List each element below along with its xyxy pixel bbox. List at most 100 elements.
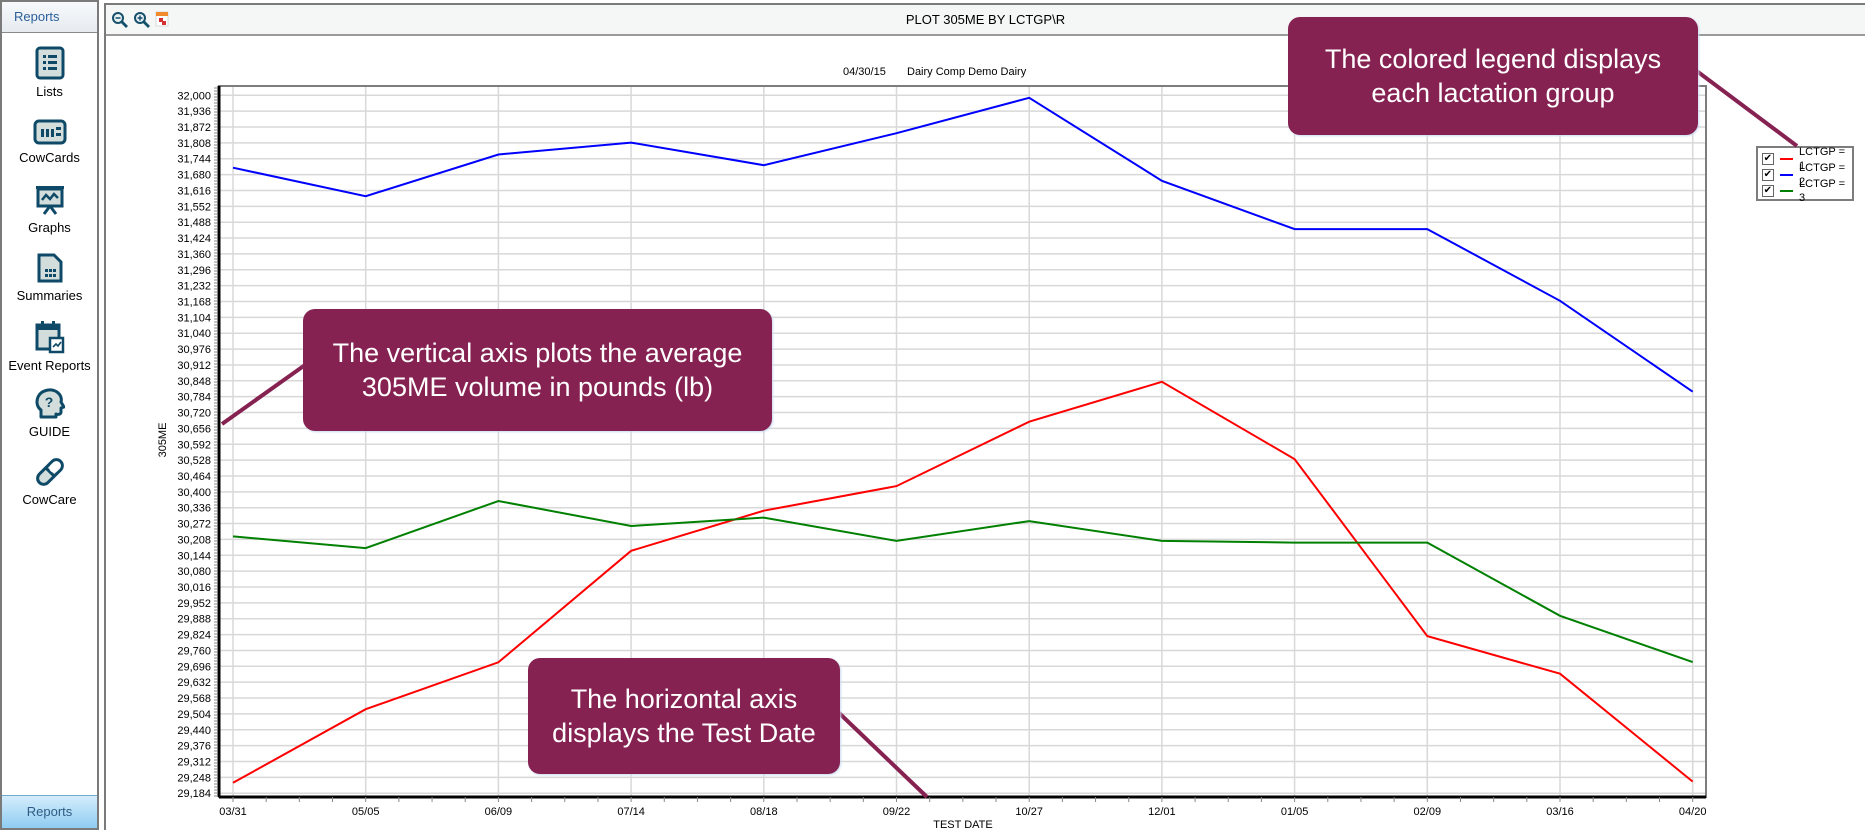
svg-text:06/09: 06/09 — [485, 806, 513, 818]
checkbox-checked-icon[interactable]: ✔ — [1762, 153, 1774, 165]
svg-text:30,080: 30,080 — [177, 566, 211, 578]
svg-text:32,000: 32,000 — [177, 90, 211, 102]
export-report-button[interactable] — [155, 11, 173, 29]
sidebar-item-label: Event Reports — [8, 358, 91, 373]
calendar-report-icon — [2, 320, 97, 354]
svg-text:30,528: 30,528 — [177, 455, 211, 467]
svg-text:30,656: 30,656 — [177, 423, 211, 435]
svg-text:31,424: 31,424 — [177, 233, 211, 245]
svg-text:31,296: 31,296 — [177, 265, 211, 277]
zoom-in-button[interactable] — [133, 11, 151, 29]
zoom-out-icon — [112, 12, 128, 28]
callout-text: The horizontal axis displays the Test Da… — [552, 684, 816, 748]
svg-text:30,016: 30,016 — [177, 582, 211, 594]
svg-text:31,488: 31,488 — [177, 217, 211, 229]
svg-text:08/18: 08/18 — [750, 806, 778, 818]
legend-item-lctgp-3[interactable]: ✔ LCTGP = 3 — [1762, 178, 1852, 204]
svg-text:29,568: 29,568 — [177, 693, 211, 705]
svg-text:30,272: 30,272 — [177, 519, 211, 531]
sidebar-item-event-reports[interactable]: Event Reports — [2, 320, 97, 373]
legend-item-lctgp-1[interactable]: ✔ LCTGP = 1 — [1762, 146, 1852, 172]
sidebar-item-cowcare[interactable]: CowCare — [2, 456, 97, 507]
svg-text:02/09: 02/09 — [1414, 806, 1442, 818]
svg-text:?: ? — [44, 394, 53, 410]
zoom-in-icon — [134, 12, 150, 28]
sidebar-item-label: CowCare — [22, 492, 77, 507]
sidebar-item-guide[interactable]: ? GUIDE — [2, 388, 97, 439]
svg-text:29,632: 29,632 — [177, 677, 211, 689]
sidebar-item-label: Lists — [36, 84, 63, 99]
svg-text:29,440: 29,440 — [177, 725, 211, 737]
svg-text:30,912: 30,912 — [177, 360, 211, 372]
chart-herd-name: Dairy Comp Demo Dairy — [907, 66, 1027, 78]
svg-text:30,144: 30,144 — [177, 550, 211, 562]
legend-swatch — [1779, 174, 1794, 176]
svg-text:30,592: 30,592 — [177, 439, 211, 451]
svg-text:31,168: 31,168 — [177, 296, 211, 308]
export-report-icon — [155, 11, 169, 27]
svg-text:03/31: 03/31 — [219, 806, 247, 818]
reports-sidebar: Reports Lists CowCards Graphs Summaries … — [0, 0, 99, 830]
checkbox-checked-icon[interactable]: ✔ — [1762, 185, 1774, 197]
svg-text:31,040: 31,040 — [177, 328, 211, 340]
svg-text:31,616: 31,616 — [177, 185, 211, 197]
svg-text:12/01: 12/01 — [1148, 806, 1176, 818]
svg-text:30,720: 30,720 — [177, 408, 211, 420]
svg-text:29,888: 29,888 — [177, 614, 211, 626]
svg-text:305ME: 305ME — [157, 423, 169, 458]
svg-text:30,848: 30,848 — [177, 376, 211, 388]
vertical-axis-callout: The vertical axis plots the average 305M… — [303, 309, 772, 431]
horizontal-axis-callout: The horizontal axis displays the Test Da… — [528, 658, 840, 774]
svg-text:30,400: 30,400 — [177, 487, 211, 499]
svg-text:05/05: 05/05 — [352, 806, 380, 818]
sidebar-item-label: Graphs — [28, 220, 71, 235]
summary-document-icon — [2, 252, 97, 284]
svg-text:29,376: 29,376 — [177, 741, 211, 753]
checkbox-checked-icon[interactable]: ✔ — [1762, 169, 1774, 181]
svg-text:29,952: 29,952 — [177, 598, 211, 610]
svg-text:30,976: 30,976 — [177, 344, 211, 356]
svg-text:30,336: 30,336 — [177, 503, 211, 515]
help-head-icon: ? — [2, 388, 97, 420]
svg-text:31,872: 31,872 — [177, 122, 211, 134]
zoom-out-button[interactable] — [111, 11, 129, 29]
svg-text:29,760: 29,760 — [177, 645, 211, 657]
svg-text:29,696: 29,696 — [177, 661, 211, 673]
svg-text:31,104: 31,104 — [177, 312, 211, 324]
svg-text:31,360: 31,360 — [177, 249, 211, 261]
svg-text:TEST DATE: TEST DATE — [933, 819, 993, 830]
legend-label: LCTGP = 2 — [1799, 162, 1846, 188]
sidebar-item-cowcards[interactable]: CowCards — [2, 118, 97, 165]
reports-section-button[interactable]: Reports — [2, 795, 97, 828]
svg-text:07/14: 07/14 — [617, 806, 645, 818]
svg-text:31,232: 31,232 — [177, 281, 211, 293]
sidebar-header: Reports — [2, 2, 97, 33]
sidebar-item-label: CowCards — [19, 150, 80, 165]
series-line — [232, 499, 1694, 664]
svg-text:31,744: 31,744 — [177, 154, 211, 166]
legend-item-lctgp-2[interactable]: ✔ LCTGP = 2 — [1762, 162, 1852, 188]
svg-text:29,248: 29,248 — [177, 772, 211, 784]
sidebar-item-label: Summaries — [16, 288, 83, 303]
chart-legend: ✔ LCTGP = 1 ✔ LCTGP = 2 ✔ LCTGP = 3 — [1756, 146, 1854, 204]
sidebar-item-lists[interactable]: Lists — [2, 46, 97, 99]
sidebar-item-summaries[interactable]: Summaries — [2, 252, 97, 303]
series-line — [232, 96, 1694, 393]
svg-text:01/05: 01/05 — [1281, 806, 1309, 818]
svg-text:30,208: 30,208 — [177, 534, 211, 546]
svg-text:29,312: 29,312 — [177, 756, 211, 768]
svg-text:09/22: 09/22 — [883, 806, 911, 818]
callout-text: The vertical axis plots the average 305M… — [332, 338, 743, 402]
svg-text:10/27: 10/27 — [1015, 806, 1043, 818]
svg-text:31,936: 31,936 — [177, 106, 211, 118]
chart-date: 04/30/15 — [843, 66, 886, 78]
window-title: PLOT 305ME BY LCTGP\R — [905, 12, 1066, 27]
svg-text:30,784: 30,784 — [177, 392, 211, 404]
sidebar-item-graphs[interactable]: Graphs — [2, 184, 97, 235]
legend-callout: The colored legend displays each lactati… — [1288, 17, 1698, 135]
svg-text:30,464: 30,464 — [177, 471, 211, 483]
legend-label: LCTGP = 1 — [1799, 146, 1846, 172]
cowcard-icon — [2, 118, 97, 146]
legend-swatch — [1779, 190, 1794, 192]
